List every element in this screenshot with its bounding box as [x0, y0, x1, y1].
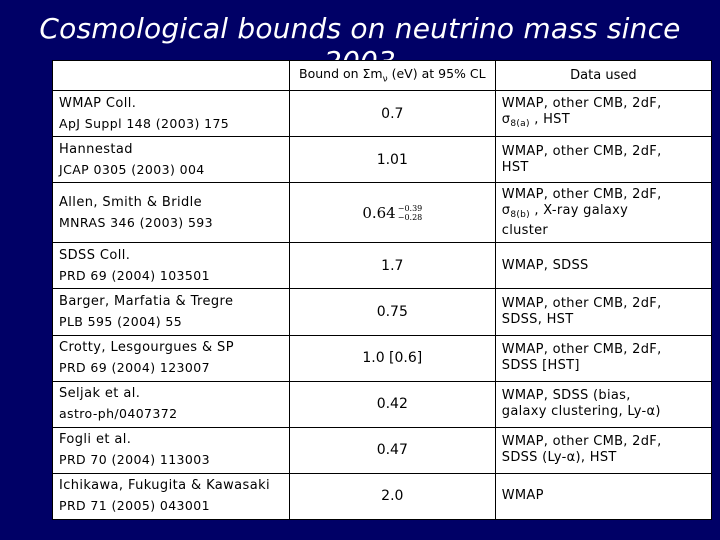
bound-value: 1.01: [288, 136, 496, 184]
table-row: Crotty, Lesgourgues & SP PRD 69 (2004) 1…: [52, 334, 713, 382]
table-row: Allen, Smith & Bridle MNRAS 346 (2003) 5…: [52, 182, 713, 244]
data-used: WMAP: [494, 472, 713, 521]
citation: PLB 595 (2004) 55: [59, 314, 183, 330]
data-used: WMAP, other CMB, 2dF, HST: [494, 136, 713, 184]
table-row: Barger, Marfatia & Tregre PLB 595 (2004)…: [52, 288, 713, 336]
reference-cell: Fogli et al. PRD 70 (2004) 113003: [52, 426, 290, 474]
data-used: WMAP, SDSS: [494, 242, 713, 290]
header-reference: [52, 59, 290, 92]
citation: astro-ph/0407372: [59, 406, 178, 422]
reference-cell: Allen, Smith & Bridle MNRAS 346 (2003) 5…: [52, 182, 290, 244]
author: Fogli et al.: [59, 432, 132, 448]
citation: PRD 69 (2004) 103501: [59, 267, 210, 283]
data-used: WMAP, SDSS (bias, galaxy clustering, Ly-…: [494, 380, 713, 428]
bounds-table: Bound on Σmν (eV) at 95% CL Data used WM…: [52, 59, 713, 521]
author: Crotty, Lesgourgues & SP: [59, 340, 234, 356]
reference-cell: Hannestad JCAP 0305 (2003) 004: [52, 136, 290, 184]
citation: JCAP 0305 (2003) 004: [59, 161, 205, 177]
bound-value: 0.64 −0.39 −0.28: [288, 182, 496, 244]
bound-value: 0.7: [288, 90, 496, 138]
bound-value: 1.7: [288, 242, 496, 290]
citation: PRD 71 (2005) 043001: [59, 498, 210, 514]
table-header-row: Bound on Σmν (eV) at 95% CL Data used: [52, 59, 713, 92]
bound-value: 1.0 [0.6]: [288, 334, 496, 382]
author: WMAP Coll.: [59, 95, 137, 111]
table-row: Seljak et al. astro-ph/0407372 0.42 WMAP…: [52, 380, 713, 428]
data-used: WMAP, other CMB, 2dF, SDSS (Ly-α), HST: [494, 426, 713, 474]
reference-cell: WMAP Coll. ApJ Suppl 148 (2003) 175: [52, 90, 290, 138]
data-used: WMAP, other CMB, 2dF, SDSS, HST: [494, 288, 713, 336]
reference-cell: Crotty, Lesgourgues & SP PRD 69 (2004) 1…: [52, 334, 290, 382]
bound-value: 0.47: [288, 426, 496, 474]
citation: PRD 70 (2004) 113003: [59, 452, 210, 468]
data-used: WMAP, other CMB, 2dF, σ8(a) , HST: [494, 90, 713, 138]
table-row: Hannestad JCAP 0305 (2003) 004 1.01 WMAP…: [52, 136, 713, 184]
bound-value: 0.42: [288, 380, 496, 428]
table-row: SDSS Coll. PRD 69 (2004) 103501 1.7 WMAP…: [52, 242, 713, 290]
table-row: Fogli et al. PRD 70 (2004) 113003 0.47 W…: [52, 426, 713, 474]
table-row: WMAP Coll. ApJ Suppl 148 (2003) 175 0.7 …: [52, 90, 713, 138]
reference-cell: Ichikawa, Fukugita & Kawasaki PRD 71 (20…: [52, 472, 290, 521]
citation: PRD 69 (2004) 123007: [59, 360, 210, 376]
bound-value: 0.75: [288, 288, 496, 336]
data-used: WMAP, other CMB, 2dF, σ8(b) , X-ray gala…: [494, 182, 713, 244]
reference-cell: SDSS Coll. PRD 69 (2004) 103501: [52, 242, 290, 290]
reference-cell: Barger, Marfatia & Tregre PLB 595 (2004)…: [52, 288, 290, 336]
citation: MNRAS 346 (2003) 593: [59, 214, 214, 230]
author: Hannestad: [59, 141, 133, 157]
bound-value: 2.0: [288, 472, 496, 521]
header-bound: Bound on Σmν (eV) at 95% CL: [288, 59, 496, 92]
reference-cell: Seljak et al. astro-ph/0407372: [52, 380, 290, 428]
data-used: WMAP, other CMB, 2dF, SDSS [HST]: [494, 334, 713, 382]
citation: ApJ Suppl 148 (2003) 175: [59, 115, 230, 131]
author: Ichikawa, Fukugita & Kawasaki: [59, 478, 271, 494]
author: Barger, Marfatia & Tregre: [59, 294, 234, 310]
author: SDSS Coll.: [59, 247, 131, 263]
table-row: Ichikawa, Fukugita & Kawasaki PRD 71 (20…: [52, 472, 713, 521]
author: Allen, Smith & Bridle: [59, 194, 203, 210]
header-data-used: Data used: [494, 59, 713, 92]
author: Seljak et al.: [59, 386, 141, 402]
